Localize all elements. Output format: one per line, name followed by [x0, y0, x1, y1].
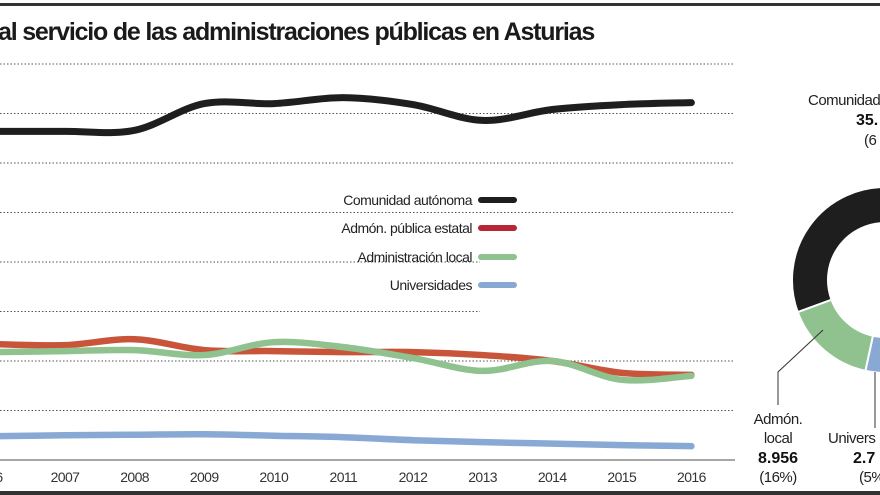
series-line-3: [0, 430, 695, 450]
donut-slice: [796, 298, 875, 373]
x-tick-label: 2011: [330, 469, 359, 485]
x-tick-label: 2015: [607, 469, 637, 485]
legend: Comunidad autónoma Admón. pública estatal…: [341, 192, 517, 293]
x-tick-label: 2016: [677, 469, 707, 485]
donut-labels: Comunidad 35. (6 Admón. local 8.956 (16%…: [754, 92, 880, 486]
bottom-rule: [0, 491, 880, 495]
x-tick-label: 2012: [399, 469, 429, 485]
percent-universidades: (5%: [859, 469, 880, 486]
x-tick-label: 2014: [538, 469, 568, 485]
chart-title: al servicio de las administraciones públ…: [0, 18, 594, 46]
donut-slice: [791, 186, 880, 314]
value-universidades: 2.7: [853, 450, 875, 467]
x-tick-label: 06: [0, 469, 3, 485]
legend-label: Administración local: [358, 249, 473, 265]
top-rule: [0, 3, 880, 6]
legend-label: Admón. pública estatal: [341, 220, 472, 236]
label-local-1: Admón.: [754, 411, 803, 428]
leader-local: [777, 329, 824, 405]
label-local-2: local: [764, 430, 793, 447]
legend-label: Comunidad autónoma: [343, 192, 472, 208]
donut-chart: [791, 186, 880, 374]
series-line-2: [0, 338, 695, 384]
percent-comunidad: (6: [864, 132, 876, 149]
x-tick-label: 2007: [51, 469, 81, 485]
value-local: 8.956: [758, 450, 798, 467]
label-comunidad: Comunidad: [808, 92, 880, 109]
gridlines: [0, 63, 735, 411]
value-comunidad: 35.: [856, 112, 878, 129]
legend-label: Universidades: [390, 277, 473, 293]
label-universidades: Univers: [828, 430, 875, 447]
x-tick-label: 2010: [259, 469, 289, 485]
x-ticks: 06 2007 2008 2009 2010 2011 2012 2013 2014 2015 20…: [0, 469, 707, 485]
x-tick-label: 2009: [190, 469, 220, 485]
x-tick-label: 2013: [468, 469, 498, 485]
percent-local: (16%): [759, 469, 797, 486]
series-lines: [0, 94, 695, 450]
series-line-0: [0, 94, 695, 137]
x-tick-label: 2008: [120, 469, 150, 485]
